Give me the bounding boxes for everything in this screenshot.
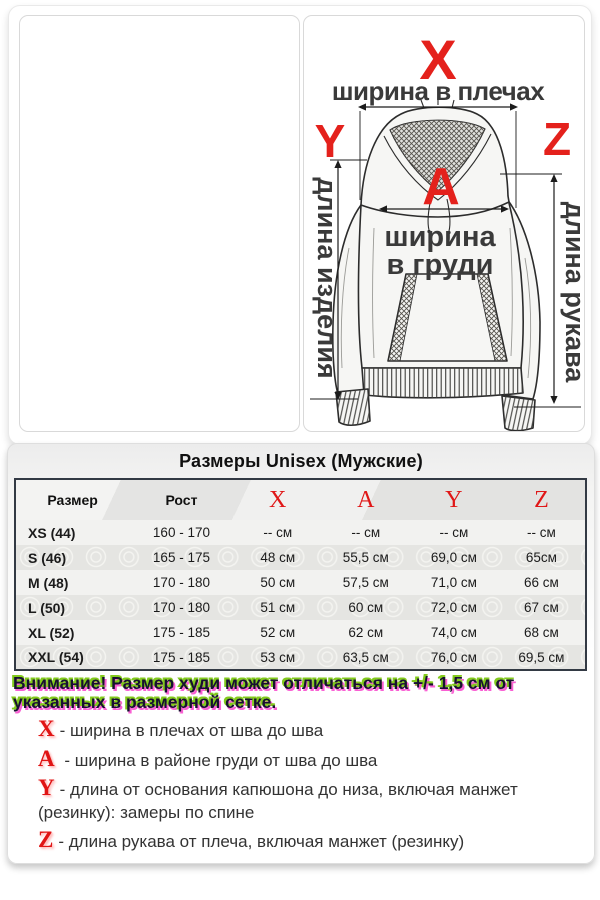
table-row-xs: XS (44) 160 - 170 -- см -- см -- см -- с… (15, 520, 586, 545)
cell-x: 48 см (260, 550, 296, 565)
cell-y: 71,0 см (430, 575, 477, 590)
diagram-x-letter: X (419, 28, 456, 91)
size-table-header-row: Размер Рост X A Y Z (15, 479, 586, 520)
cell-z: 67 см (524, 600, 559, 615)
col-header-a: A (357, 486, 375, 513)
cell-z: 66 см (524, 575, 559, 590)
cell-size: XS (44) (28, 524, 76, 541)
cell-a: 60 см (348, 600, 384, 615)
legend-letter-z: Z (38, 827, 54, 852)
hoodie-measurement-diagram: X ширина в плечах Y Z A ширина в груди д… (310, 28, 584, 431)
cell-y: 74,0 см (430, 625, 477, 640)
cell-height: 170 - 180 (152, 600, 210, 615)
cell-x: 52 см (260, 625, 296, 640)
cell-z: 68 см (524, 625, 559, 640)
legend-item-z: Z- длина рукава от плеча, включая манжет… (38, 827, 546, 854)
cell-height: 175 - 185 (152, 649, 210, 665)
legend-letter-x: X (38, 716, 55, 741)
measurement-legend: X- ширина в плечах от шва до шва A - шир… (38, 716, 546, 859)
dimension-lines (310, 103, 581, 408)
legend-item-a: A - ширина в районе груди от шва до шва (38, 745, 546, 773)
legend-text-a: - ширина в районе груди от шва до шва (59, 750, 378, 770)
col-header-z: Z (534, 486, 549, 513)
legend-text-y: - длина от основания капюшона до низа, в… (38, 780, 518, 822)
cell-height: 160 - 170 (152, 525, 210, 540)
cell-y: 72,0 см (430, 600, 477, 615)
legend-item-x: X- ширина в плечах от шва до шва (38, 716, 546, 743)
diagram-a-letter: A (422, 158, 460, 216)
table-row-l: L (50) 170 - 180 51 см 60 см 72,0 см 67 … (15, 595, 586, 620)
cell-x: 51 см (260, 600, 296, 615)
col-header-x: X (269, 486, 287, 513)
cell-size: S (46) (28, 549, 67, 566)
legend-letter-a: A (38, 745, 55, 771)
cell-x: -- см (263, 525, 293, 540)
tolerance-warning: Внимание! Размер худи может отличаться н… (13, 673, 515, 712)
size-chart-card: Размеры Unisex (Мужские) Размер Рост X A… (7, 443, 595, 864)
cell-y: 76,0 см (430, 649, 477, 665)
cell-size: XL (52) (28, 624, 75, 641)
cell-z: -- см (527, 525, 556, 540)
cell-height: 165 - 175 (152, 550, 210, 565)
cell-size: M (48) (28, 574, 69, 591)
product-image-placeholder (19, 15, 300, 432)
diagram-a-caption-line1: ширина (384, 221, 496, 253)
cell-y: -- см (439, 525, 469, 540)
cell-a: 62 см (348, 625, 384, 640)
image-cards-panel: X ширина в плечах Y Z A ширина в груди д… (8, 5, 592, 445)
cell-z: 69,5 см (518, 649, 565, 665)
cell-z: 65см (525, 550, 557, 565)
cell-size: XXL (54) (28, 649, 84, 665)
table-row-s: S (46) 165 - 175 48 см 55,5 см 69,0 см 6… (15, 545, 586, 570)
cell-a: 63,5 см (342, 649, 389, 665)
hoodie-sketch (332, 97, 541, 431)
cell-a: -- см (351, 525, 381, 540)
legend-text-x: - ширина в плечах от шва до шва (59, 721, 324, 740)
size-table: Размер Рост X A Y Z XS (44) 160 - 170 --… (14, 478, 587, 671)
cell-y: 69,0 см (430, 550, 477, 565)
col-header-size: Размер (47, 492, 98, 508)
legend-text-z: - длина рукава от плеча, включая манжет … (58, 832, 465, 851)
diagram-right-vertical-label: длина рукава (560, 202, 584, 384)
legend-letter-y: Y (38, 775, 55, 800)
diagram-y-letter: Y (315, 115, 346, 167)
table-row-xxl: XXL (54) 175 - 185 53 см 63,5 см 76,0 см… (15, 645, 586, 670)
col-header-y: Y (445, 486, 463, 513)
diagram-a-caption-line2: в груди (387, 249, 494, 281)
cell-height: 170 - 180 (152, 575, 210, 590)
cell-x: 53 см (260, 649, 296, 665)
legend-item-y: Y- длина от основания капюшона до низа, … (38, 775, 546, 824)
cell-a: 55,5 см (342, 550, 389, 565)
diagram-z-letter: Z (543, 113, 571, 165)
measurement-diagram-card: X ширина в плечах Y Z A ширина в груди д… (303, 15, 585, 432)
cell-size: L (50) (28, 599, 66, 616)
cell-a: 57,5 см (342, 575, 389, 590)
size-chart-title: Размеры Unisex (Мужские) (179, 451, 423, 471)
table-row-m: M (48) 170 - 180 50 см 57,5 см 71,0 см 6… (15, 570, 586, 595)
diagram-left-vertical-label: длина изделия (312, 177, 342, 378)
table-row-xl: XL (52) 175 - 185 52 см 62 см 74,0 см 68… (15, 620, 586, 645)
col-header-height: Рост (165, 492, 198, 508)
cell-x: 50 см (260, 575, 296, 590)
diagram-x-caption: ширина в плечах (332, 76, 545, 106)
cell-height: 175 - 185 (152, 625, 210, 640)
